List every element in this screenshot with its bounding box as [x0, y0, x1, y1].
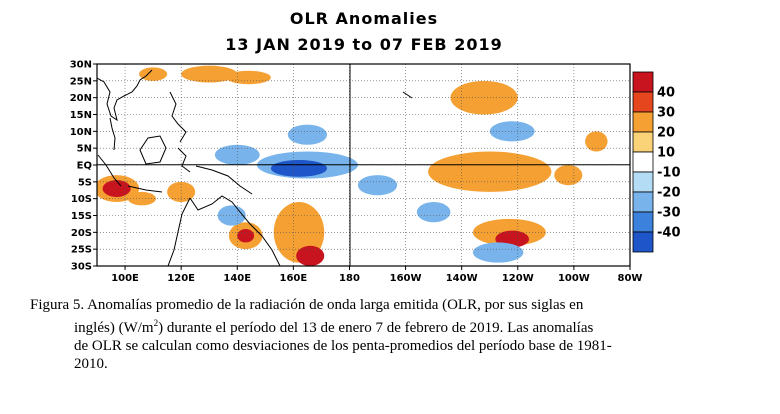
y-tick-label-8: 10S: [71, 194, 92, 205]
y-tick-label-6: EQ: [77, 161, 92, 172]
anomaly-region-3: [167, 181, 196, 203]
caption-line-4: 2010.: [74, 356, 108, 372]
y-tick-label-10: 20S: [71, 228, 92, 239]
colorbar-swatch-1: [632, 91, 654, 113]
anomaly-region-10: [296, 245, 325, 266]
coast-new-guinea: [195, 165, 253, 195]
y-tick-label-0: 30N: [70, 60, 92, 71]
anomaly-region-12: [270, 159, 328, 177]
coast-malay: [109, 117, 116, 151]
coast-philippines: [169, 91, 187, 143]
colorbar-label-4: -10: [657, 166, 681, 181]
x-axis-ticks: 100E 120E 140E 160E 180 160W 140W 120W 100W 80W: [111, 266, 642, 284]
x-tick-label-1: 120E: [167, 273, 195, 284]
caption-line-2-b: ) durante el período del 13 de enero 7 d…: [158, 320, 594, 336]
x-tick-label-9: 80W: [618, 273, 643, 284]
coast-australia: [189, 195, 281, 266]
colorbar-swatch-7: [632, 211, 654, 233]
colorbar-label-0: 40: [657, 86, 675, 101]
colorbar-swatch-0: [632, 71, 654, 93]
anomaly-region-4: [139, 67, 168, 81]
x-tick-label-3: 160E: [280, 273, 308, 284]
colorbar-label-3: 10: [657, 146, 675, 161]
colorbar-swatch-2: [632, 111, 654, 133]
anomaly-region-6: [226, 70, 271, 85]
y-tick-label-4: 10N: [70, 127, 92, 138]
chart-title: OLR Anomalies: [290, 9, 438, 28]
coast-australia-west: [167, 197, 191, 266]
anomaly-region-18: [428, 151, 552, 192]
anomaly-region-13: [287, 124, 328, 145]
caption-line-1: Figura 5. Anomalías promedio de la radia…: [30, 297, 584, 313]
y-tick-label-2: 20N: [70, 93, 92, 104]
olr-anomaly-chart: OLR Anomalies 13 JAN 2019 to 07 FEB 2019…: [70, 9, 681, 284]
coast-sulawesi: [177, 147, 191, 173]
y-tick-label-5: 5N: [77, 144, 92, 155]
anomaly-region-8: [237, 228, 255, 243]
x-tick-label-0: 100E: [111, 273, 139, 284]
figure-caption: Figura 5. Anomalías promedio de la radia…: [30, 296, 750, 373]
anomaly-region-2: [127, 191, 156, 206]
y-tick-label-3: 15N: [70, 110, 92, 121]
colorbar-swatch-8: [632, 231, 654, 253]
x-tick-label-8: 100W: [558, 273, 590, 284]
y-tick-label-7: 5S: [78, 177, 92, 188]
colorbar-label-6: -30: [657, 206, 681, 221]
y-tick-label-12: 30S: [71, 262, 92, 273]
anomaly-region-1: [102, 180, 131, 197]
caption-superscript: 2: [153, 318, 159, 328]
anomaly-region-23: [489, 121, 535, 142]
caption-line-2: inglés) (W/m2) durante el período del 13…: [30, 314, 750, 337]
anomaly-layer: [97, 65, 608, 266]
x-tick-label-5: 160W: [390, 273, 422, 284]
caption-line-2-a: inglés) (W/m: [74, 320, 154, 336]
y-tick-label-9: 15S: [71, 211, 92, 222]
anomaly-region-16: [357, 175, 398, 196]
anomaly-region-5: [181, 65, 238, 83]
coast-asia: [97, 69, 153, 122]
colorbar-swatch-6: [632, 191, 654, 213]
y-tick-label-11: 25S: [71, 245, 92, 256]
colorbar-label-7: -40: [657, 226, 681, 241]
x-tick-label-7: 120W: [502, 273, 534, 284]
coastlines: [97, 69, 413, 266]
colorbar-label-5: -20: [657, 186, 681, 201]
colorbar-label-1: 30: [657, 106, 675, 121]
anomaly-region-17: [416, 202, 451, 223]
x-tick-label-4: 180: [339, 273, 360, 284]
coast-borneo: [139, 135, 167, 165]
anomaly-region-24: [554, 165, 583, 186]
anomaly-region-21: [472, 242, 524, 263]
x-tick-label-6: 140W: [446, 273, 478, 284]
y-axis-ticks: 30N 25N 20N 15N 10N 5N EQ 5S 10S 15S 20S 25S 30S: [70, 60, 97, 273]
caption-line-3: de OLR se calculan como desviaciones de …: [74, 338, 612, 354]
coast-sumatra: [97, 154, 122, 187]
y-tick-label-1: 25N: [70, 76, 92, 87]
colorbar: 40 30 20 10 -10 -20 -30 -40: [632, 71, 681, 253]
colorbar-label-2: 20: [657, 126, 675, 141]
colorbar-swatch-3: [632, 131, 654, 153]
x-tick-label-2: 140E: [223, 273, 251, 284]
colorbar-swatch-4: [632, 151, 654, 173]
coast-java: [127, 185, 163, 193]
anomaly-region-25: [585, 131, 608, 152]
colorbar-swatch-5: [632, 171, 654, 193]
chart-subtitle: 13 JAN 2019 to 07 FEB 2019: [225, 35, 502, 54]
coast-hawaii: [402, 91, 413, 99]
